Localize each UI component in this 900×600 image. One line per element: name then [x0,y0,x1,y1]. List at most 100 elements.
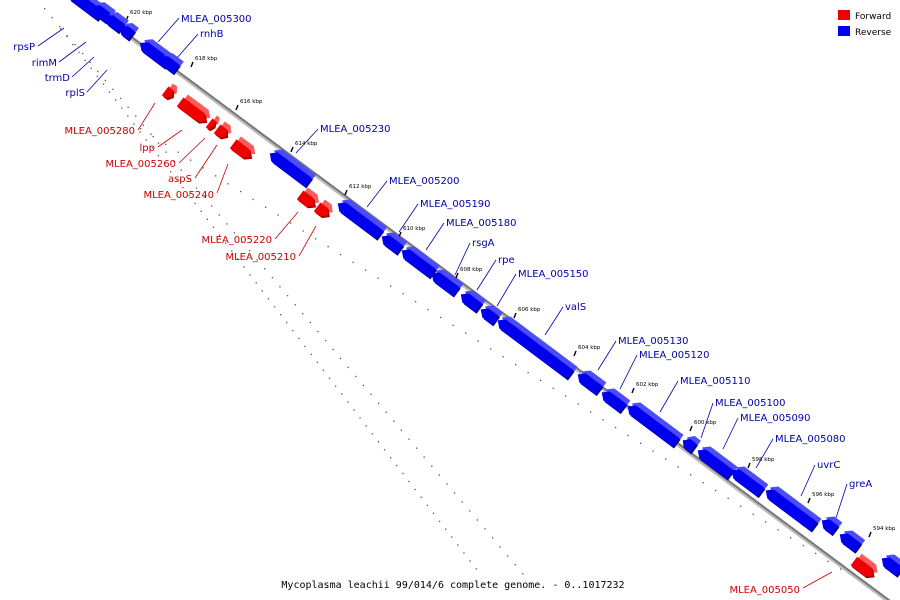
ruler-dot [347,366,349,369]
ruler-dot [203,196,205,198]
ruler-dot [446,483,448,485]
gene-arrow [213,121,232,140]
ruler-dot [302,313,304,315]
ruler-dot [777,529,779,531]
gene-arrow [296,187,320,209]
ruler-dot [176,178,178,181]
ruler-dot [133,123,135,125]
ruler-dot [119,97,122,99]
ruler-dot [640,442,642,444]
ruler-dot [341,393,343,395]
ruler-dot [163,163,166,165]
label-leader [722,417,739,450]
ruler-dot [72,43,74,46]
ruler-dot [677,466,679,468]
ruler-dot [370,393,372,395]
ruler-dot [400,429,403,431]
gene-label: MLEA_005050 [729,585,800,596]
gene-arrow-face [337,202,383,239]
label-leader [298,225,317,257]
ruler-dot [231,250,233,252]
ruler-dot [465,332,467,334]
ruler-dot [90,67,92,69]
gene-label: aspS [168,174,192,185]
gene-arrow-face [401,249,436,278]
ruler-dot [415,301,417,303]
ruler-dot [627,434,629,437]
ruler-dot [202,167,204,169]
scale-tick [807,497,811,504]
ruler-dot [365,269,367,271]
gene-label: lpp [140,143,155,154]
ruler-dot [332,348,334,351]
gene-arrow [161,83,178,101]
ruler-dot [66,35,68,38]
ruler-dot [552,387,554,389]
ruler-dot [60,28,62,30]
ruler-dot [177,151,179,153]
ruler-dot [84,59,86,62]
scale-tick-label: 604 kbp [578,345,601,351]
gene-labels: MLEA_005300 rnhB rpsP rimM trmD rplS MLEA_0052… [13,14,872,596]
ruler-dot [273,306,276,308]
ruler-dot [452,324,454,326]
gene-arrow-face [601,391,626,413]
scale-tick-label: 608 kbp [460,267,483,273]
gene-label: MLEA_005230 [320,124,391,135]
ruler-dot [182,186,184,189]
scale-tick [455,272,459,279]
ruler-dot [206,218,208,220]
ruler-dot [502,356,504,358]
ruler-dot [752,513,754,515]
ruler-dot [702,482,704,484]
ruler-dot [457,544,459,546]
label-leader [425,222,445,251]
label-leader [37,27,65,47]
label-leader [157,17,180,43]
scale-tick [868,531,872,538]
legend-forward-label: Forward [855,12,891,22]
ruler-dot [740,505,742,507]
ruler-dot [298,337,300,340]
ruler-dot [165,151,167,153]
ruler-dot [420,496,422,498]
ruler-dot [652,450,654,452]
ruler-dot [152,135,154,138]
gene-arrow [381,232,408,256]
gene-label: MLEA_005110 [680,376,751,387]
gene-label: valS [565,302,586,313]
ruler-dot [527,371,529,374]
ruler-dot [195,187,198,189]
label-leaders [37,17,848,589]
ruler-dot [347,401,349,403]
gene-arrow-face [213,124,227,138]
ruler-dot [665,458,667,460]
ruler-dot [362,384,365,386]
ruler-dot [353,409,355,411]
ruler-dot [615,426,617,429]
ruler-dot [294,304,296,306]
gene-arrow-face [381,235,403,254]
gene-label: uvrC [817,460,840,471]
ruler-dot [377,277,379,279]
gene-arrow [765,486,822,533]
gene-label: greA [849,479,872,490]
label-leader [496,273,517,307]
label-leader [476,259,497,291]
ruler-dot [127,115,129,117]
ruler-dot [66,34,69,37]
gene-arrow-face [765,489,818,531]
ruler-dot [602,419,604,421]
ruler-dot [309,321,311,324]
ruler-dot [74,43,76,46]
gene-arrow [337,199,388,241]
ruler-dot [577,403,579,405]
ruler-dot [271,277,273,279]
ruler-dot [423,456,425,458]
ruler-dot [249,274,251,276]
ruler-dot [286,295,289,297]
ruler-dots [44,8,842,575]
ruler-dot [451,536,453,538]
legend-reverse-swatch [838,26,850,36]
